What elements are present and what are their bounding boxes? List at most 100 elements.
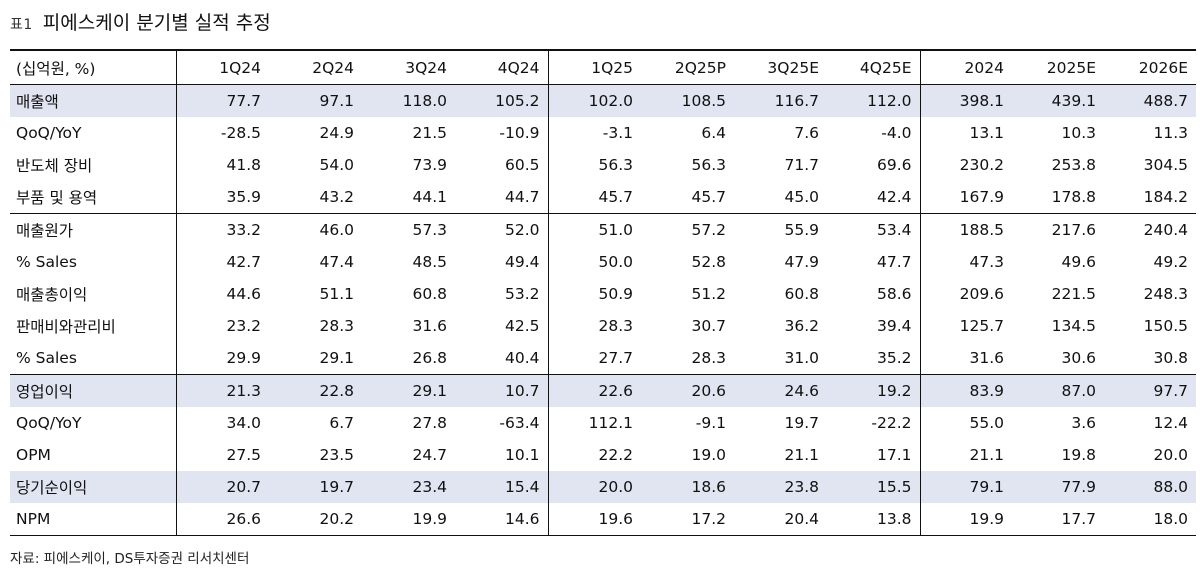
value-cell: 19.8 bbox=[1061, 446, 1096, 464]
value-cell: 23.5 bbox=[319, 446, 354, 464]
value-cell: 221.5 bbox=[1051, 285, 1096, 303]
value-cell: 97.7 bbox=[1104, 374, 1196, 407]
value-cell: 71.7 bbox=[784, 156, 819, 174]
value-cell: -28.5 bbox=[175, 117, 269, 149]
unit-header: (십억원, %) bbox=[16, 59, 96, 78]
value-cell: -22.2 bbox=[871, 414, 912, 432]
table-row: 부품 및 용역 35.9 43.2 44.1 44.7 45.7 45.7 45.0 42.4 1… bbox=[10, 181, 1196, 214]
value-cell: 28.3 bbox=[641, 342, 734, 375]
value-cell: 253.8 bbox=[1051, 156, 1096, 174]
value-cell: 49.4 bbox=[504, 253, 540, 271]
value-cell: 22.8 bbox=[269, 374, 362, 407]
value-cell: 134.5 bbox=[1051, 317, 1096, 335]
value-cell: -4.0 bbox=[881, 124, 912, 142]
value-cell: 112.1 bbox=[547, 407, 641, 439]
value-cell: 60.8 bbox=[412, 285, 447, 303]
table-row: 반도체 장비 41.8 54.0 73.9 60.5 56.3 56.3 71.7 69.6 23… bbox=[10, 149, 1196, 181]
row-label: 부품 및 용역 bbox=[10, 181, 176, 214]
table-row: 당기순이익 20.7 19.7 23.4 15.4 20.0 18.6 23.8 15.5 79.… bbox=[10, 471, 1196, 503]
value-cell: 23.4 bbox=[362, 471, 455, 503]
value-cell: 217.6 bbox=[1051, 221, 1096, 239]
table-row: QoQ/YoY 34.0 6.7 27.8 -63.4 112.1 -9.1 19.7 -22.… bbox=[10, 407, 1196, 439]
value-cell: 19.6 bbox=[547, 503, 641, 536]
value-cell: 23.2 bbox=[175, 310, 269, 342]
value-cell: 439.1 bbox=[1012, 84, 1104, 117]
value-cell: 42.7 bbox=[175, 246, 269, 278]
value-cell: 20.7 bbox=[175, 471, 269, 503]
column-header: 3Q25E bbox=[767, 58, 819, 77]
value-cell: 21.1 bbox=[919, 439, 1012, 471]
value-cell: 20.6 bbox=[641, 374, 734, 407]
value-cell: 31.6 bbox=[919, 342, 1012, 375]
value-cell: 60.8 bbox=[784, 285, 819, 303]
value-cell: 21.5 bbox=[412, 124, 447, 142]
row-label: % Sales bbox=[16, 253, 77, 271]
row-label: % Sales bbox=[10, 342, 176, 375]
value-cell: 73.9 bbox=[412, 156, 447, 174]
value-cell: 11.3 bbox=[1153, 124, 1188, 142]
value-cell: 31.6 bbox=[412, 317, 447, 335]
value-cell: 22.2 bbox=[547, 439, 641, 471]
value-cell: 48.5 bbox=[412, 253, 447, 271]
column-header: 2026E bbox=[1138, 58, 1188, 77]
value-cell: 35.9 bbox=[175, 181, 269, 214]
value-cell: 19.2 bbox=[827, 374, 920, 407]
value-cell: 28.3 bbox=[319, 317, 354, 335]
value-cell: 28.3 bbox=[547, 310, 641, 342]
value-cell: 57.3 bbox=[412, 221, 447, 239]
value-cell: 6.7 bbox=[329, 414, 354, 432]
value-cell: 47.4 bbox=[319, 253, 354, 271]
value-cell: 488.7 bbox=[1104, 84, 1196, 117]
value-cell: 36.2 bbox=[784, 317, 819, 335]
value-cell: -3.1 bbox=[547, 117, 641, 149]
value-cell: -63.4 bbox=[499, 414, 540, 432]
value-cell: 12.4 bbox=[1153, 414, 1188, 432]
table-row: 판매비와관리비 23.2 28.3 31.6 42.5 28.3 30.7 36.2 39.4 1… bbox=[10, 310, 1196, 342]
column-header: 1Q24 bbox=[175, 50, 269, 85]
value-cell: 18.0 bbox=[1104, 503, 1196, 536]
value-cell: 45.7 bbox=[547, 181, 641, 214]
value-cell: 24.7 bbox=[412, 446, 447, 464]
value-cell: -10.9 bbox=[499, 124, 540, 142]
value-cell: 39.4 bbox=[876, 317, 912, 335]
value-cell: 248.3 bbox=[1143, 285, 1188, 303]
value-cell: 53.2 bbox=[504, 285, 540, 303]
value-cell: 77.9 bbox=[1012, 471, 1104, 503]
value-cell: 52.0 bbox=[504, 221, 540, 239]
value-cell: 3.6 bbox=[1071, 414, 1096, 432]
value-cell: 10.7 bbox=[455, 374, 548, 407]
table-row: QoQ/YoY -28.5 24.9 21.5 -10.9 -3.1 6.4 7.6 -4.0 1… bbox=[10, 117, 1196, 149]
value-cell: 53.4 bbox=[876, 221, 912, 239]
column-header: 3Q24 bbox=[405, 58, 447, 77]
value-cell: 55.9 bbox=[784, 221, 819, 239]
value-cell: 13.8 bbox=[827, 503, 920, 536]
value-cell: 29.1 bbox=[269, 342, 362, 375]
value-cell: 42.5 bbox=[504, 317, 540, 335]
value-cell: 398.1 bbox=[919, 84, 1012, 117]
row-label: 매출액 bbox=[10, 84, 176, 117]
table-title: 표1 피에스케이 분기별 실적 추정 bbox=[10, 8, 271, 44]
value-cell: 56.3 bbox=[691, 156, 726, 174]
value-cell: 49.6 bbox=[1061, 253, 1096, 271]
value-cell: 19.9 bbox=[919, 503, 1012, 536]
table-header: (십억원, %) 1Q24 2Q24 3Q24 4Q24 1Q25 2Q25P … bbox=[10, 50, 1196, 85]
row-label: NPM bbox=[10, 503, 176, 536]
value-cell: 118.0 bbox=[362, 84, 455, 117]
value-cell: 17.1 bbox=[876, 446, 912, 464]
value-cell: 19.0 bbox=[691, 446, 726, 464]
value-cell: 43.2 bbox=[269, 181, 362, 214]
value-cell: 20.4 bbox=[734, 503, 827, 536]
value-cell: 27.7 bbox=[547, 342, 641, 375]
value-cell: 47.9 bbox=[784, 253, 819, 271]
value-cell: 19.7 bbox=[784, 414, 819, 432]
value-cell: 50.0 bbox=[547, 246, 641, 278]
value-cell: 102.0 bbox=[547, 84, 641, 117]
column-header: 2Q24 bbox=[312, 58, 354, 77]
value-cell: 167.9 bbox=[919, 181, 1012, 214]
value-cell: 22.6 bbox=[547, 374, 641, 407]
column-header: 1Q25 bbox=[547, 50, 641, 85]
value-cell: 31.0 bbox=[734, 342, 827, 375]
value-cell: 15.5 bbox=[827, 471, 920, 503]
value-cell: 240.4 bbox=[1143, 221, 1188, 239]
header-row: (십억원, %) 1Q24 2Q24 3Q24 4Q24 1Q25 2Q25P … bbox=[10, 50, 1196, 85]
